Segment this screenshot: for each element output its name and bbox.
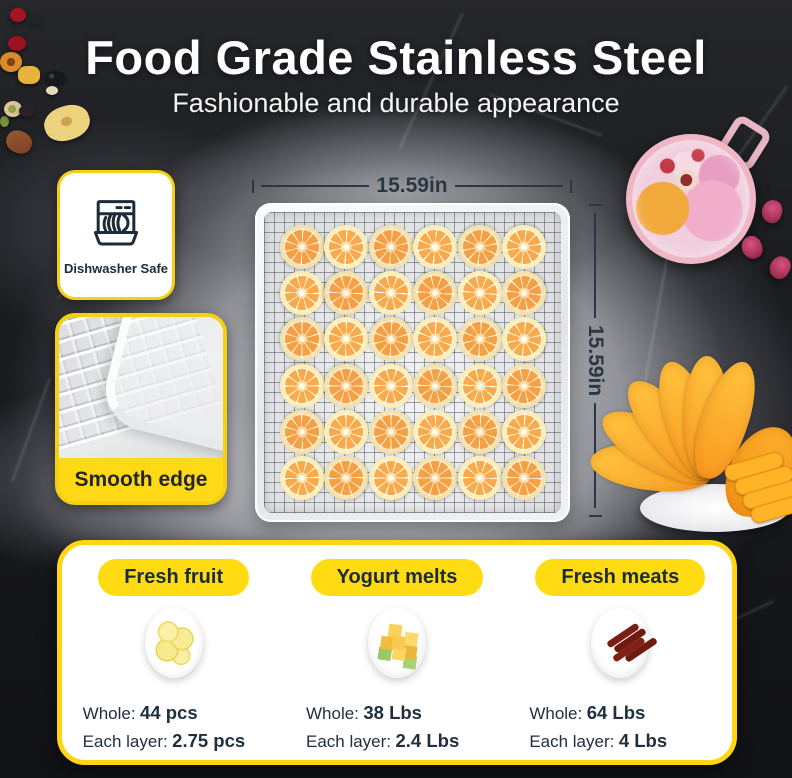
- dimension-line: [594, 213, 596, 318]
- fresh-fruit-pill: Fresh fruit: [98, 559, 250, 596]
- orange-slice: [363, 219, 419, 275]
- orange-slice: [280, 225, 324, 269]
- jerky-strips-photo: [591, 608, 650, 678]
- stat-value: 38 Lbs: [363, 702, 422, 723]
- dimension-line: [261, 185, 370, 187]
- dimension-tick: [588, 515, 602, 517]
- stat-label: Whole:: [82, 704, 136, 723]
- yogurt-melts-stats: Whole: 38 Lbs Each layer: 2.4 Lbs: [306, 700, 488, 756]
- stat-label: Each layer:: [305, 732, 392, 751]
- dimension-tick: [252, 179, 254, 193]
- smooth-edge-callout: Smooth edge: [55, 313, 227, 505]
- stat-label: Whole:: [305, 704, 359, 723]
- dried-berry: [31, 16, 41, 25]
- stat-value: 44 pcs: [140, 702, 198, 723]
- stat-line: Whole: 44 pcs: [83, 700, 265, 728]
- width-dimension: 15.59in: [252, 174, 572, 198]
- stat-value: 2.75 pcs: [172, 730, 246, 751]
- orange-slice: [493, 262, 555, 324]
- orange-slice: [495, 310, 553, 368]
- orange-slice: [273, 357, 331, 415]
- orange-slice: [457, 409, 502, 454]
- dimension-line: [454, 185, 563, 187]
- orange-slice: [319, 358, 374, 413]
- stat-line: Each layer: 2.75 pcs: [83, 728, 265, 756]
- dried-berry: [8, 36, 26, 51]
- yogurt-cubes-photo: [367, 608, 426, 678]
- capacity-column-yogurt-melts: Yogurt melts Whole: 38 Lbs Each layer: 2…: [285, 545, 508, 760]
- height-dimension-label: 15.59in: [584, 324, 607, 397]
- width-dimension-label: 15.59in: [376, 174, 448, 197]
- dried-berry: [10, 8, 26, 22]
- jerky-strips: [606, 622, 641, 649]
- orange-slice: [315, 308, 378, 371]
- fresh-meats-pill: Fresh meats: [535, 559, 706, 596]
- dried-fruit-ring: [0, 52, 22, 72]
- stainless-steel-tray: [255, 203, 570, 522]
- orange-slice: [324, 271, 369, 316]
- orange-slice: [404, 308, 466, 371]
- dishwasher-safe-label: Dishwasher Safe: [63, 260, 169, 276]
- seeds: [44, 71, 66, 84]
- capacity-column-fresh-fruit: Fresh fruit Whole: 44 pcs Each layer: 2.…: [62, 545, 285, 760]
- stat-value: 64 Lbs: [586, 702, 646, 723]
- stat-label: Each layer:: [82, 732, 168, 751]
- orange-slice: [407, 450, 463, 506]
- rosebud: [759, 197, 785, 226]
- pistachio: [0, 116, 9, 127]
- stat-label: Whole:: [529, 704, 583, 723]
- smooth-edge-label: Smooth edge: [59, 458, 223, 501]
- grain: [46, 86, 58, 95]
- lemon-slices-photo: [144, 608, 203, 678]
- orange-slice: [413, 363, 458, 408]
- orange-slice: [502, 456, 546, 500]
- orange-slice: [316, 447, 377, 509]
- pistachio: [4, 101, 22, 117]
- flower-tea-cup: [626, 134, 756, 264]
- yogurt-melts-pill: Yogurt melts: [310, 559, 484, 596]
- capacity-column-fresh-meats: Fresh meats Whole: 64 Lbs Each layer: 4 …: [509, 545, 732, 760]
- raisin: [19, 105, 35, 117]
- marble-vein: [11, 377, 51, 483]
- rosebud: [765, 252, 792, 283]
- stat-value: 4 Lbs: [618, 730, 668, 751]
- stat-line: Whole: 38 Lbs: [306, 700, 488, 728]
- dishwasher-safe-badge: Dishwasher Safe: [57, 170, 175, 300]
- orange-slice: [278, 454, 326, 502]
- tray-corner-photo: [59, 317, 223, 458]
- tray-mesh: [264, 212, 561, 513]
- stat-value: 2.4 Lbs: [395, 730, 460, 751]
- fresh-meats-stats: Whole: 64 Lbs Each layer: 4 Lbs: [529, 700, 711, 756]
- orange-slice: [407, 265, 463, 321]
- orange-slice: [493, 400, 555, 463]
- orange-slice: [452, 312, 507, 367]
- stat-line: Whole: 64 Lbs: [529, 700, 711, 728]
- orange-slice: [451, 264, 509, 322]
- stat-line: Each layer: 4 Lbs: [529, 728, 711, 756]
- fresh-fruit-stats: Whole: 44 pcs Each layer: 2.75 pcs: [83, 700, 265, 756]
- orange-slice: [317, 403, 375, 461]
- page-title: Food Grade Stainless Steel: [85, 31, 707, 84]
- orange-slice: [362, 449, 420, 507]
- stat-line: Each layer: 2.4 Lbs: [306, 728, 488, 756]
- yogurt-cubes: [391, 635, 406, 650]
- page-subtitle: Fashionable and durable appearance: [172, 88, 620, 118]
- orange-slice: [500, 223, 548, 271]
- dishwasher-icon: [93, 199, 139, 246]
- dried-fruit-chunk: [18, 66, 40, 84]
- dried-mango: [588, 332, 792, 540]
- orange-slice: [406, 218, 464, 276]
- orange-slice: [363, 404, 419, 460]
- stat-label: Each layer:: [529, 732, 615, 751]
- dimension-tick: [570, 179, 572, 193]
- almond: [2, 126, 36, 158]
- capacity-panel: Fresh fruit Whole: 44 pcs Each layer: 2.…: [57, 540, 737, 765]
- orange-slice: [274, 312, 330, 367]
- orange-slice: [496, 358, 552, 413]
- orange-slice: [449, 216, 510, 278]
- orange-slice: [368, 317, 413, 362]
- dimension-tick: [588, 204, 602, 206]
